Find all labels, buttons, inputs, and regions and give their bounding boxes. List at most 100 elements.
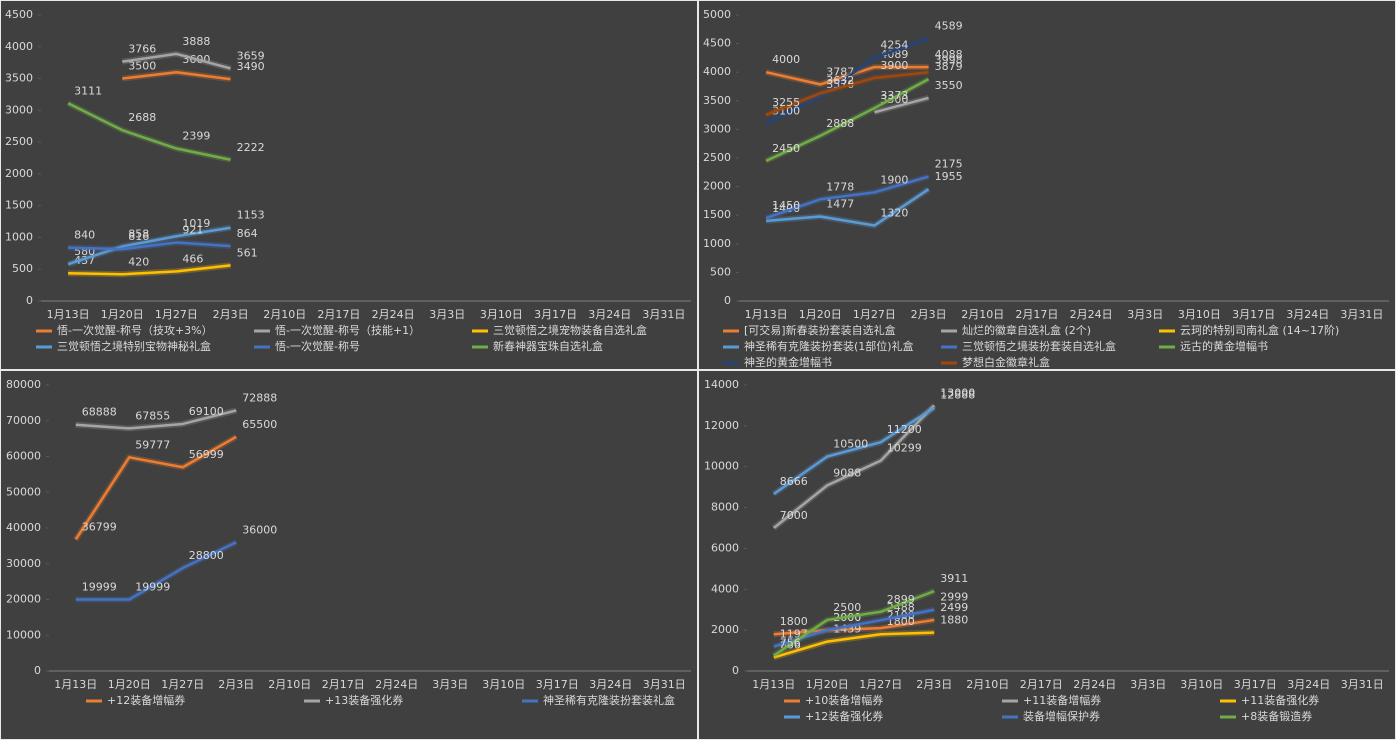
x-tick-label: 3月10日 xyxy=(1178,308,1221,321)
data-label: 3888 xyxy=(182,35,210,48)
x-tick-label: 3月24日 xyxy=(1286,308,1329,321)
y-tick-label: 8000 xyxy=(711,501,739,514)
data-label: 2450 xyxy=(772,142,800,155)
panel-background xyxy=(1,371,697,739)
data-label: 1800 xyxy=(780,615,808,628)
series-line xyxy=(75,541,237,601)
x-tick-label: 2月17日 xyxy=(1015,308,1058,321)
y-tick-label: 500 xyxy=(12,262,33,275)
data-label: 420 xyxy=(128,255,149,268)
x-tick-label: 2月3日 xyxy=(218,678,254,691)
panel-background xyxy=(699,371,1395,739)
y-tick-label: 0 xyxy=(34,664,41,677)
data-label: 4254 xyxy=(880,39,908,52)
data-label: 864 xyxy=(237,227,258,240)
x-tick-label: 3月3日 xyxy=(1130,678,1166,691)
y-tick-label: 0 xyxy=(26,294,33,307)
y-tick-label: 3000 xyxy=(703,122,731,135)
legend-label: 神圣的黄金增幅书 xyxy=(744,355,832,369)
x-tick-label: 3月17日 xyxy=(536,678,579,691)
data-label: 3766 xyxy=(128,43,156,56)
data-label: 3632 xyxy=(826,74,854,87)
x-tick-label: 3月31日 xyxy=(642,308,685,321)
series-line xyxy=(772,404,936,529)
x-tick-label: 3月17日 xyxy=(1234,678,1277,691)
panel-background xyxy=(1,1,697,369)
data-label: 3659 xyxy=(237,49,265,62)
x-tick-label: 1月13日 xyxy=(47,308,90,321)
data-label: 36000 xyxy=(242,523,277,536)
data-label: 3570 xyxy=(826,78,854,91)
legend-label: 悟-一次觉醒-称号（技能+1） xyxy=(275,323,420,337)
x-tick-label: 3月10日 xyxy=(480,308,523,321)
data-label: 3100 xyxy=(772,105,800,118)
data-label: 816 xyxy=(128,230,149,243)
data-label: 3500 xyxy=(128,60,156,73)
y-tick-label: 3500 xyxy=(5,72,33,85)
data-label: 12888 xyxy=(940,389,975,402)
y-tick-label: 2000 xyxy=(5,167,33,180)
x-tick-label: 2月24日 xyxy=(1070,308,1113,321)
data-label: 1400 xyxy=(772,202,800,215)
x-tick-label: 1月27日 xyxy=(859,678,902,691)
legend-label: [可交易]新春装扮套装自选礼盒 xyxy=(744,323,896,337)
y-tick-label: 80000 xyxy=(6,378,41,391)
data-label: 840 xyxy=(74,229,95,242)
x-tick-label: 3月3日 xyxy=(1127,308,1163,321)
y-tick-label: 500 xyxy=(710,265,731,278)
data-label: 4088 xyxy=(935,48,963,61)
y-tick-label: 4000 xyxy=(703,65,731,78)
data-label: 4589 xyxy=(935,20,963,33)
legend-label: 新春神器宝珠自选礼盒 xyxy=(493,339,603,353)
y-tick-label: 40000 xyxy=(6,521,41,534)
data-label: 3550 xyxy=(935,79,963,92)
y-tick-label: 4500 xyxy=(703,37,731,50)
data-label: 756 xyxy=(780,637,801,650)
x-tick-label: 3月10日 xyxy=(1180,678,1223,691)
x-tick-label: 1月20日 xyxy=(799,308,842,321)
x-tick-label: 2月3日 xyxy=(213,308,249,321)
y-tick-label: 0 xyxy=(724,294,731,307)
y-tick-label: 1500 xyxy=(703,208,731,221)
x-tick-label: 1月20日 xyxy=(108,678,151,691)
x-tick-label: 2月10日 xyxy=(263,308,306,321)
chart-panel: 0 500 1000 1500 2000 2500 3000 3500 4000 4500 1月13… xyxy=(1,1,697,369)
legend-label: 悟-一次觉醒-称号（技攻+3%） xyxy=(57,323,213,337)
y-tick-label: 12000 xyxy=(704,419,739,432)
x-tick-label: 3月17日 xyxy=(534,308,577,321)
x-tick-label: 3月3日 xyxy=(429,308,465,321)
chart-panel: 0 2000 4000 6000 8000 10000 12000 14000 1月13日 1月2… xyxy=(699,371,1395,739)
data-label: 3111 xyxy=(74,84,102,97)
chart-panel: 0 10000 20000 30000 40000 50000 60000 70000 8000… xyxy=(1,371,697,739)
y-tick-label: 2000 xyxy=(711,623,739,636)
data-label: 2488 xyxy=(887,601,915,614)
data-label: 56999 xyxy=(189,448,224,461)
data-label: 466 xyxy=(182,252,203,265)
data-label: 28800 xyxy=(189,549,224,562)
x-tick-label: 2月24日 xyxy=(372,308,415,321)
legend-label: 灿烂的徽章自选礼盒 (2个) xyxy=(962,323,1091,337)
chart-panel: 0 500 1000 1500 2000 2500 3000 3500 4000 4500 5000… xyxy=(699,1,1395,369)
legend-label: 神圣稀有克隆装扮套装礼盒 xyxy=(543,693,675,707)
data-label: 10299 xyxy=(887,442,922,455)
legend-label: 云珂的特别司南礼盒 (14~17阶) xyxy=(1180,323,1339,337)
series-line xyxy=(68,241,231,251)
series-line xyxy=(74,435,237,541)
series-line xyxy=(68,264,231,276)
x-tick-label: 2月24日 xyxy=(1073,678,1116,691)
data-label: 561 xyxy=(237,246,258,259)
data-label: 3373 xyxy=(880,89,908,102)
series-line xyxy=(874,96,929,114)
data-label: 2899 xyxy=(887,593,915,606)
series-line xyxy=(773,618,935,636)
data-label: 2500 xyxy=(833,601,861,614)
legend-label: +12装备增幅券 xyxy=(107,693,185,707)
data-label: 1880 xyxy=(940,614,968,627)
legend-label: +8装备锻造券 xyxy=(1241,709,1312,723)
legend-label: +12装备强化券 xyxy=(805,709,883,723)
data-label: 2999 xyxy=(940,591,968,604)
data-label: 65500 xyxy=(242,418,277,431)
legend-label: +11装备增幅券 xyxy=(1023,693,1101,707)
data-label: 1153 xyxy=(237,209,265,222)
